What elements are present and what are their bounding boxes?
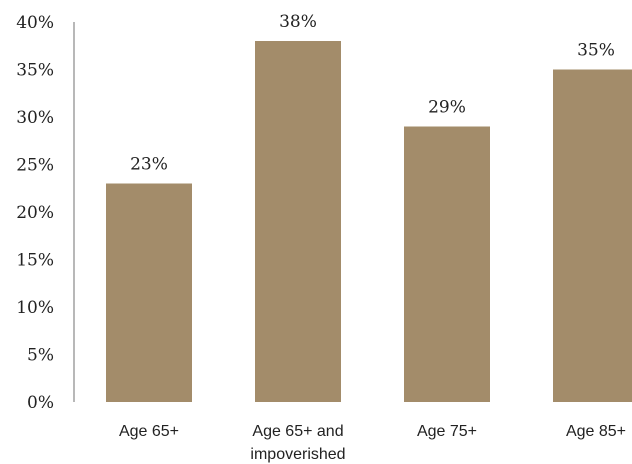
- x-tick-label: Age 65+ and: [252, 423, 343, 440]
- x-tick-label: Age 75+: [417, 423, 477, 440]
- bar: [106, 183, 192, 402]
- data-labels: 23% 38% 29% 35%: [130, 12, 615, 175]
- y-tick-label: 0%: [27, 393, 54, 413]
- data-label: 29%: [428, 98, 466, 118]
- y-axis: 0% 5% 10% 15% 20% 25% 30% 35% 40%: [16, 13, 75, 413]
- x-axis: Age 65+ Age 65+ and impoverished Age 75+ Age…: [119, 423, 626, 463]
- x-tick-label: Age 65+: [119, 423, 179, 440]
- data-label: 23%: [130, 155, 168, 175]
- data-label: 35%: [577, 41, 615, 61]
- y-tick-label: 20%: [16, 203, 54, 223]
- y-tick-label: 5%: [27, 346, 54, 366]
- y-tick-label: 25%: [16, 156, 54, 176]
- y-tick-label: 15%: [16, 251, 54, 271]
- x-tick-label: impoverished: [250, 446, 345, 463]
- y-tick-label: 35%: [16, 61, 54, 81]
- y-tick-label: 40%: [16, 13, 54, 33]
- x-tick-label: Age 85+: [566, 423, 626, 440]
- bar: [404, 126, 490, 402]
- data-label: 38%: [279, 12, 317, 32]
- bars: [106, 41, 632, 402]
- y-tick-label: 30%: [16, 108, 54, 128]
- bar: [553, 69, 632, 402]
- y-tick-label: 10%: [16, 298, 54, 318]
- bar: [255, 41, 341, 402]
